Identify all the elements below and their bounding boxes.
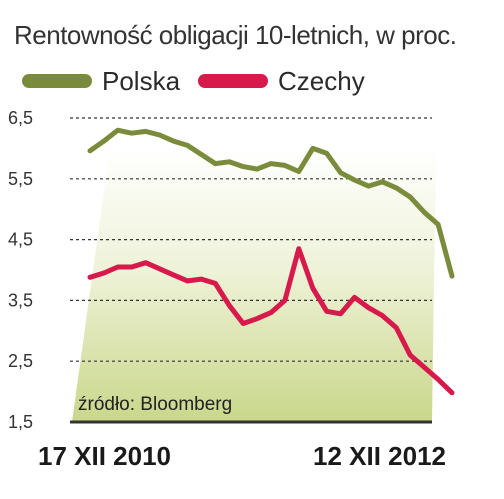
data-point-polska — [310, 146, 315, 151]
data-point-czechy — [115, 264, 121, 270]
data-point-polska — [241, 164, 246, 169]
data-point-polska — [268, 161, 274, 166]
plot-background — [72, 148, 436, 422]
y-tick-label: 1,5 — [8, 412, 33, 432]
y-tick-label: 5,5 — [8, 169, 33, 189]
data-point-polska — [296, 169, 301, 174]
series-layer — [87, 127, 455, 396]
y-tick-label: 2,5 — [8, 351, 33, 371]
data-point-polska — [171, 138, 176, 144]
data-point-polska — [157, 132, 162, 138]
data-point-czechy — [338, 311, 343, 316]
source-label: źródło: Bloomberg — [78, 394, 232, 415]
legend-item-czechy: Czechy — [198, 66, 365, 96]
data-point-czechy — [199, 276, 204, 282]
data-point-czechy — [254, 316, 260, 321]
data-point-polska — [115, 128, 121, 133]
chart-title: Rentowność obligacji 10-letnich, w proc. — [14, 20, 457, 50]
grid-layer — [70, 117, 432, 424]
data-point-polska — [87, 148, 93, 153]
legend-item-polska: Polska — [22, 66, 180, 96]
data-point-czechy — [296, 246, 301, 251]
data-point-czechy — [87, 275, 93, 280]
data-point-polska — [282, 163, 288, 168]
data-point-polska — [408, 194, 413, 200]
data-point-czechy — [310, 286, 315, 291]
data-point-polska — [227, 159, 232, 164]
data-point-czechy — [101, 270, 107, 276]
data-point-czechy — [282, 298, 288, 303]
data-point-polska — [143, 129, 148, 134]
series-czechy — [87, 246, 455, 396]
data-point-czechy — [408, 352, 413, 358]
data-point-polska — [394, 185, 399, 191]
data-point-polska — [366, 183, 371, 189]
y-tick-label: 3,5 — [8, 290, 33, 310]
data-point-czechy — [366, 305, 371, 310]
data-point-polska — [254, 166, 260, 172]
legend-swatch-czechy — [198, 74, 268, 88]
data-point-polska — [352, 177, 357, 183]
legend-swatch-polska — [22, 74, 92, 88]
data-point-polska — [129, 131, 134, 136]
data-point-czechy — [157, 266, 162, 271]
data-point-czechy — [394, 325, 399, 330]
data-point-polska — [422, 210, 427, 215]
data-point-czechy — [268, 310, 274, 315]
data-point-czechy — [380, 313, 385, 318]
series-polska — [87, 127, 455, 279]
y-tick-label: 4,5 — [8, 230, 33, 250]
legend-label-polska: Polska — [102, 65, 181, 96]
data-point-czechy — [227, 303, 232, 308]
data-point-czechy — [449, 390, 455, 395]
data-point-czechy — [435, 377, 441, 382]
x-tick-label: 17 XII 2010 — [38, 441, 171, 471]
data-point-czechy — [324, 309, 329, 314]
data-point-polska — [449, 273, 455, 279]
data-point-polska — [324, 151, 329, 156]
data-point-czechy — [241, 321, 246, 326]
data-point-polska — [435, 222, 441, 227]
label-layer: 6,5 5,5 4,5 3,5 2,5 1,517 XII 2010 12 XII 2012 — [8, 108, 446, 471]
data-point-polska — [185, 143, 190, 148]
data-point-polska — [380, 179, 385, 184]
data-point-czechy — [171, 272, 176, 278]
data-point-polska — [213, 161, 218, 166]
x-tick-label: 12 XII 2012 — [313, 441, 446, 471]
data-point-polska — [338, 170, 343, 175]
y-tick-label: 6,5 — [8, 108, 33, 128]
data-point-czechy — [422, 365, 427, 370]
data-point-czechy — [352, 295, 357, 300]
data-point-czechy — [129, 264, 134, 270]
data-point-polska — [101, 138, 107, 144]
data-point-czechy — [143, 260, 148, 265]
legend-label-czechy: Czechy — [278, 65, 365, 96]
data-point-polska — [199, 152, 204, 157]
data-point-czechy — [213, 281, 218, 286]
data-point-czechy — [185, 278, 190, 284]
